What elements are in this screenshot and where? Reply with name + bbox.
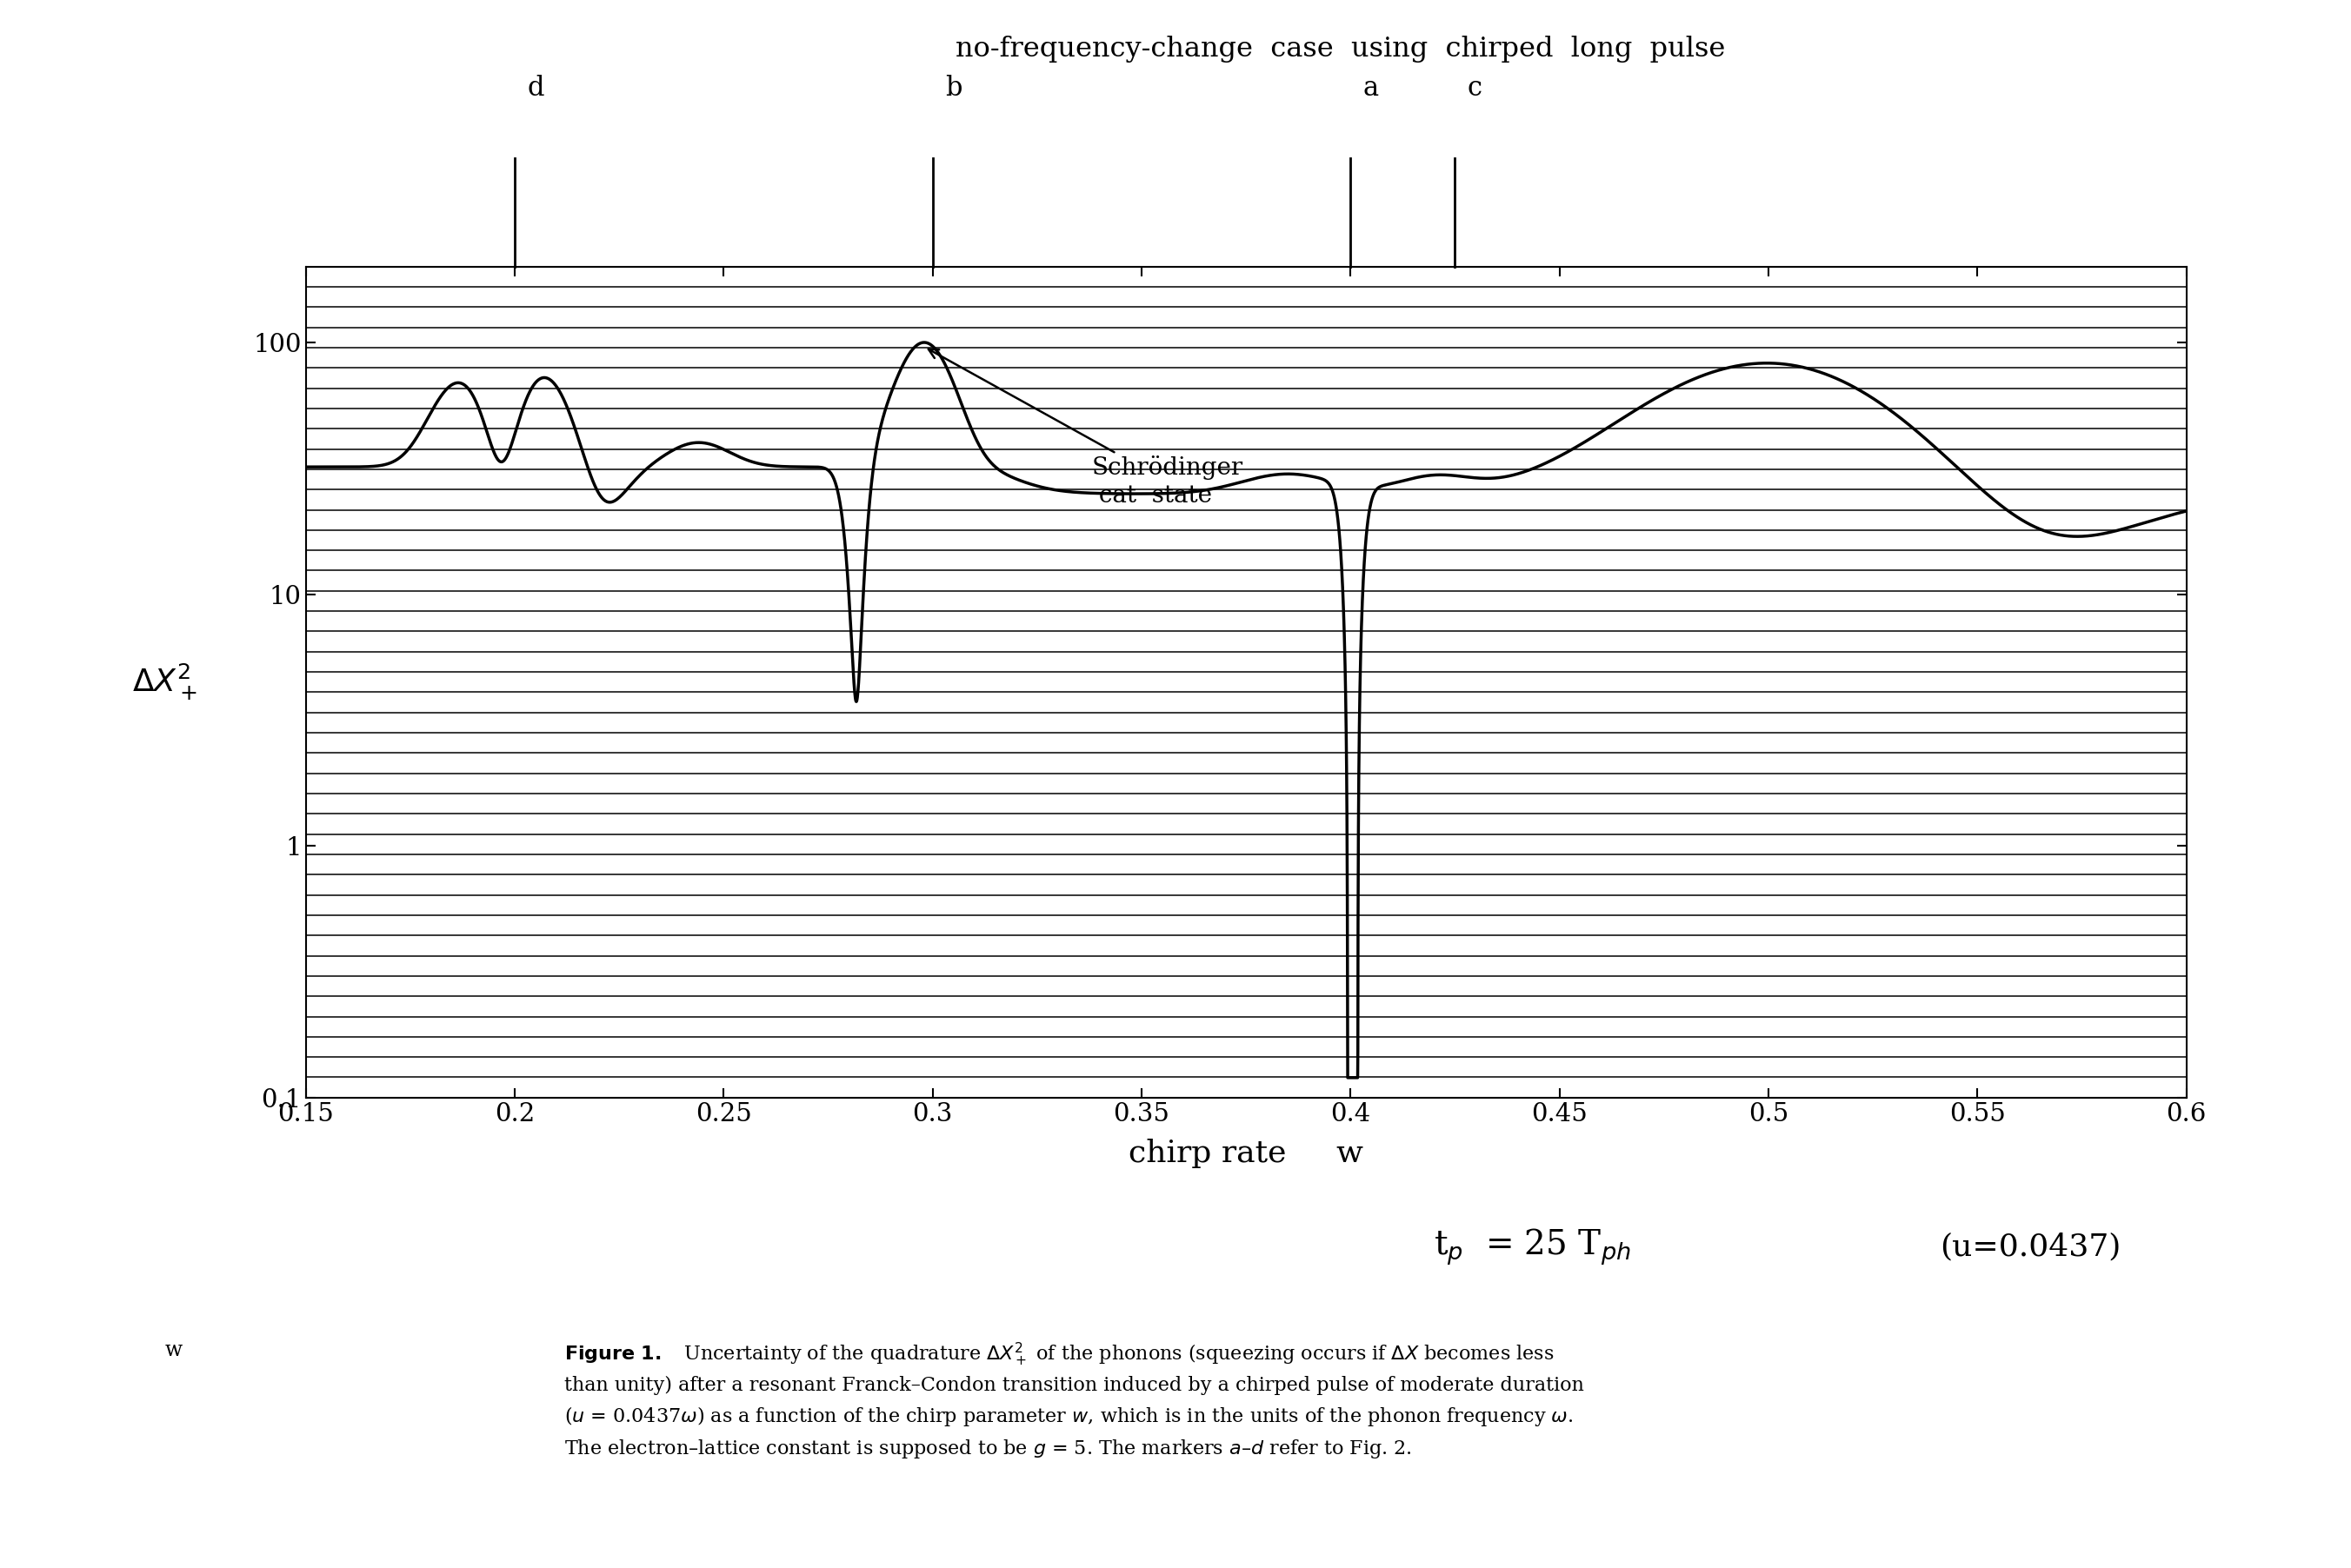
Text: $\Delta X_+^2$: $\Delta X_+^2$ — [132, 662, 197, 702]
Text: (u=0.0437): (u=0.0437) — [1940, 1232, 2121, 1261]
Text: no-frequency-change  case  using  chirped  long  pulse: no-frequency-change case using chirped l… — [955, 36, 1726, 63]
X-axis label: chirp rate     w: chirp rate w — [1128, 1138, 1364, 1168]
Text: d: d — [527, 75, 543, 102]
Text: t$_p$  = 25 T$_{ph}$: t$_p$ = 25 T$_{ph}$ — [1434, 1226, 1632, 1267]
Text: c: c — [1467, 75, 1483, 102]
Text: b: b — [945, 75, 962, 102]
Text: w: w — [165, 1341, 181, 1361]
Text: $\mathbf{Figure\ 1.}$   Uncertainty of the quadrature $\Delta X^2_+$ of the phon: $\mathbf{Figure\ 1.}$ Uncertainty of the… — [564, 1341, 1585, 1460]
Text: a: a — [1364, 75, 1378, 102]
Text: Schrödinger
 cat  state: Schrödinger cat state — [929, 350, 1244, 508]
